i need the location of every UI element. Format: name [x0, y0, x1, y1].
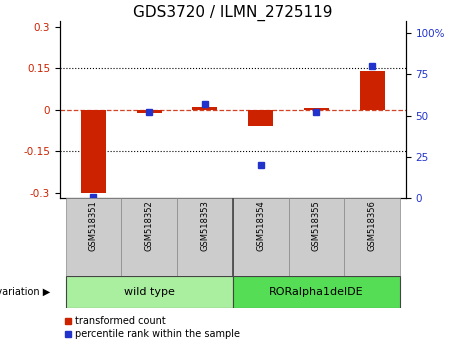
- Text: GSM518352: GSM518352: [145, 200, 154, 251]
- Bar: [248, 110, 273, 126]
- Bar: [65, 276, 233, 308]
- Bar: [65, 198, 121, 276]
- Bar: [360, 71, 385, 110]
- Text: wild type: wild type: [124, 287, 175, 297]
- Bar: [233, 276, 400, 308]
- Text: GSM518354: GSM518354: [256, 200, 265, 251]
- Text: GSM518351: GSM518351: [89, 200, 98, 251]
- Bar: [344, 198, 400, 276]
- Text: RORalpha1delDE: RORalpha1delDE: [269, 287, 364, 297]
- Bar: [121, 198, 177, 276]
- Legend: transformed count, percentile rank within the sample: transformed count, percentile rank withi…: [65, 316, 240, 339]
- Bar: [177, 198, 233, 276]
- Text: GSM518353: GSM518353: [201, 200, 209, 251]
- Text: genotype/variation ▶: genotype/variation ▶: [0, 287, 51, 297]
- Title: GDS3720 / ILMN_2725119: GDS3720 / ILMN_2725119: [133, 5, 332, 21]
- Bar: [233, 198, 289, 276]
- Bar: [136, 110, 162, 113]
- Text: GSM518356: GSM518356: [368, 200, 377, 251]
- Bar: [81, 110, 106, 193]
- Bar: [304, 108, 329, 110]
- Bar: [192, 107, 218, 110]
- Bar: [289, 198, 344, 276]
- Text: GSM518355: GSM518355: [312, 200, 321, 251]
